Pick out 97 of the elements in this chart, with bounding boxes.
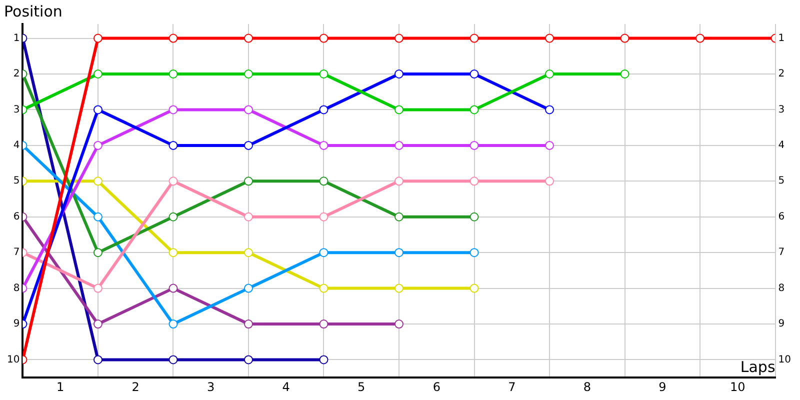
x-tick-label: 5	[358, 380, 366, 394]
point	[545, 140, 554, 150]
y-tick-label: 7	[13, 247, 20, 258]
point	[319, 70, 328, 79]
point	[470, 248, 479, 258]
x-tick-label: 8	[583, 380, 591, 394]
point	[319, 176, 328, 186]
y2-tick-label: 9	[778, 318, 785, 330]
point	[545, 34, 554, 43]
y-tick-label: 3	[13, 104, 20, 116]
point	[470, 212, 479, 222]
point	[394, 140, 404, 150]
point	[168, 34, 178, 43]
point	[168, 70, 178, 79]
point	[168, 284, 178, 293]
point	[394, 320, 404, 329]
point	[545, 105, 554, 114]
point	[470, 70, 479, 79]
y-tick-label: 1	[13, 32, 20, 44]
point	[319, 320, 328, 329]
point	[93, 70, 102, 79]
x-tick-label: 7	[508, 380, 516, 394]
point	[93, 284, 102, 293]
point	[696, 34, 705, 43]
y2-tick-label: 6	[778, 211, 785, 222]
x-tick-label: 2	[132, 380, 140, 394]
point	[168, 105, 178, 114]
point	[319, 284, 328, 293]
y2-tick-label: 5	[778, 176, 785, 187]
point	[93, 140, 102, 150]
point	[394, 70, 404, 79]
y2-tick-label: 10	[778, 354, 792, 366]
point	[168, 355, 178, 364]
y-tick-label: 6	[13, 211, 20, 222]
point	[244, 70, 253, 79]
y2-tick-label: 8	[778, 282, 785, 294]
point	[620, 34, 630, 43]
point	[93, 355, 102, 364]
point	[620, 70, 630, 79]
point	[470, 140, 479, 150]
point	[168, 248, 178, 258]
point	[319, 34, 328, 43]
point	[244, 248, 253, 258]
point	[319, 105, 328, 114]
x-tick-label: 9	[658, 380, 666, 394]
point	[168, 320, 178, 329]
point	[394, 34, 404, 43]
point	[394, 284, 404, 293]
point	[93, 212, 102, 222]
point	[545, 176, 554, 186]
x-tick-label: 1	[56, 380, 64, 394]
y-tick-label: 9	[13, 318, 20, 330]
x-axis-title: Laps	[740, 358, 776, 376]
y-axis-title: Position	[4, 2, 62, 20]
point	[93, 320, 102, 329]
x-tick-label: 4	[282, 380, 290, 394]
x-tick-label: 3	[207, 380, 215, 394]
point	[545, 70, 554, 79]
point	[470, 284, 479, 293]
point	[93, 248, 102, 258]
y2-tick-label: 2	[778, 68, 785, 80]
point	[470, 34, 479, 43]
x-tick-label: 10	[730, 380, 746, 394]
point	[244, 140, 253, 150]
point	[319, 355, 328, 364]
y-tick-label: 8	[13, 282, 20, 294]
y-tick-label: 4	[13, 140, 20, 152]
y-tick-label: 5	[13, 176, 20, 187]
y-tick-label: 10	[6, 354, 20, 366]
point	[244, 176, 253, 186]
y2-tick-label: 4	[778, 140, 785, 152]
point	[244, 105, 253, 114]
x-tick-label: 6	[432, 380, 440, 394]
point	[244, 34, 253, 43]
point	[244, 355, 253, 364]
point	[93, 176, 102, 186]
point	[394, 105, 404, 114]
point	[244, 284, 253, 293]
point	[244, 212, 253, 222]
point	[93, 105, 102, 114]
point	[470, 105, 479, 114]
point	[470, 176, 479, 186]
point	[394, 176, 404, 186]
point	[319, 212, 328, 222]
point	[394, 248, 404, 258]
y-tick-label: 2	[13, 68, 20, 80]
y2-tick-label: 3	[778, 104, 785, 116]
point	[168, 176, 178, 186]
point	[394, 212, 404, 222]
point	[93, 34, 102, 43]
y2-tick-label: 7	[778, 247, 785, 258]
point	[168, 140, 178, 150]
point	[319, 248, 328, 258]
point	[319, 140, 328, 150]
point	[244, 320, 253, 329]
point	[168, 212, 178, 222]
y2-tick-label: 1	[778, 32, 785, 44]
